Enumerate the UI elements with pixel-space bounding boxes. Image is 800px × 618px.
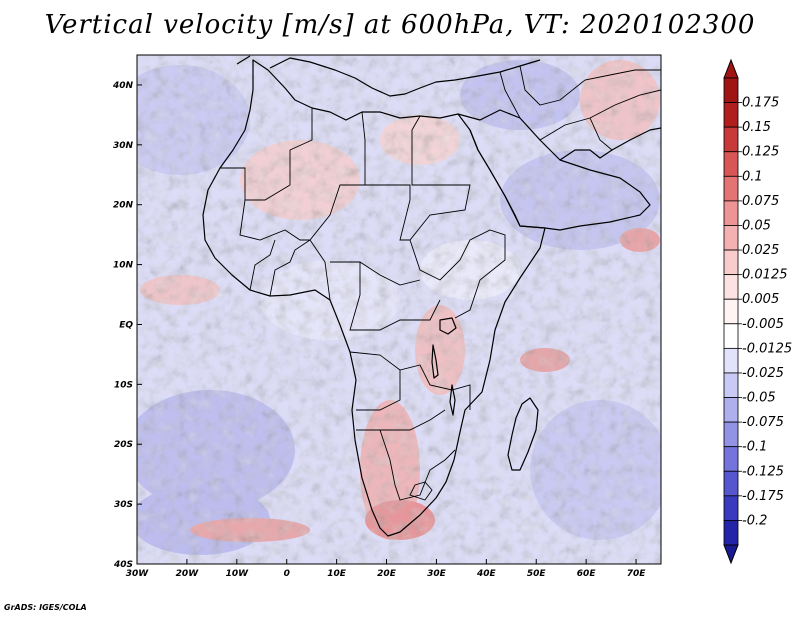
- lon-tick-label: 0: [284, 569, 290, 579]
- colorbar-swatch: [723, 446, 739, 472]
- gulf-coastline: [559, 127, 661, 161]
- madagascar-coastline: [507, 397, 539, 471]
- colorbar-min-arrow: [723, 544, 739, 565]
- colorbar-label: 0.025: [742, 243, 779, 258]
- lake-malawi: [449, 384, 456, 416]
- lon-tick-label: 30W: [126, 569, 150, 579]
- lat-tick-label: 20S: [114, 440, 133, 450]
- colorbar-label: -0.005: [742, 317, 784, 332]
- lon-tick-label: 10E: [327, 569, 347, 579]
- lon-tick-label: 20W: [176, 569, 200, 579]
- lon-tick-label: 70E: [627, 569, 647, 579]
- map-frame: [136, 54, 662, 565]
- lon-tick-label: 40E: [476, 569, 497, 579]
- colorbar-swatch: [723, 397, 739, 423]
- colorbar-label: -0.175: [742, 489, 784, 504]
- velocity-field: [137, 55, 661, 564]
- colorbar-swatch: [723, 520, 739, 546]
- colorbar-swatch: [723, 323, 739, 349]
- colorbar-label: -0.075: [742, 415, 784, 430]
- coastlines: [202, 55, 661, 537]
- europe-coastline: [236, 55, 541, 97]
- map-title: Vertical velocity [m/s] at 600hPa, VT: 2…: [44, 10, 756, 40]
- colorbar-label: -0.05: [742, 391, 776, 406]
- colorbar-swatch: [723, 225, 739, 251]
- lon-tick-label: 50E: [527, 569, 547, 579]
- colorbar-swatch: [723, 175, 739, 202]
- lat-tick-label: 40S: [113, 560, 133, 570]
- credit-text: GrADS: IGES/COLA: [4, 603, 87, 612]
- lon-tick-label: 60E: [577, 569, 597, 579]
- lat-tick-label: 10N: [113, 261, 134, 271]
- lon-tick-label: 10W: [226, 569, 250, 579]
- colorbar-swatch: [723, 200, 739, 226]
- colorbar-swatch: [723, 372, 739, 398]
- arabia-coastline: [457, 109, 651, 231]
- colorbar-swatch: [723, 151, 739, 177]
- colorbar: 0.175 0.15 0.125 0.1 0.075 0.05 0.025 0.0125 0.0…: [723, 58, 792, 565]
- colorbar-label: 0.005: [742, 292, 779, 307]
- colorbar-label: 0.075: [742, 194, 779, 209]
- latitude-axis: 40N 30N 20N 10N EQ 10S 20S 30S 40S: [112, 81, 142, 570]
- colorbar-label: 0.0125: [742, 268, 788, 283]
- colorbar-swatch: [723, 495, 739, 521]
- colorbar-swatch: [723, 102, 739, 128]
- colorbar-swatch: [723, 274, 739, 300]
- colorbar-label: -0.0125: [742, 341, 792, 356]
- colorbar-label: 0.1: [742, 169, 763, 184]
- colorbar-label: 0.05: [742, 218, 771, 233]
- lon-tick-label: 30E: [427, 569, 447, 579]
- colorbar-label: -0.025: [742, 366, 784, 381]
- lat-tick-label: EQ: [119, 320, 133, 330]
- colorbar-max-arrow: [723, 58, 739, 79]
- colorbar-swatch: [723, 249, 739, 276]
- lat-tick-label: 30N: [113, 141, 134, 151]
- lake-victoria: [439, 317, 457, 335]
- colorbar-swatch: [723, 126, 739, 153]
- colorbar-swatch: [723, 298, 739, 325]
- colorbar-swatch: [723, 470, 739, 497]
- colorbar-label: -0.2: [742, 513, 767, 528]
- colorbar-label: -0.125: [742, 464, 784, 479]
- lat-tick-label: 20N: [113, 201, 134, 211]
- lon-tick-label: 20E: [377, 569, 397, 579]
- colorbar-label: -0.1: [742, 440, 767, 455]
- longitude-axis: 30W 20W 10W 0 10E 20E 30E 40E 50E 60E 70E: [126, 559, 646, 579]
- country-borders: [220, 65, 661, 501]
- lat-tick-label: 30S: [114, 500, 133, 510]
- colorbar-swatch: [723, 347, 739, 374]
- africa-coastline: [202, 59, 546, 537]
- lat-tick-label: 40N: [112, 81, 134, 91]
- colorbar-swatch: [723, 77, 739, 103]
- colorbar-label: 0.125: [742, 145, 779, 160]
- lake-tanganyika: [431, 344, 439, 379]
- lat-tick-label: 10S: [114, 380, 133, 390]
- colorbar-swatch: [723, 421, 739, 448]
- colorbar-label: 0.175: [742, 96, 779, 111]
- colorbar-label: 0.15: [742, 120, 771, 135]
